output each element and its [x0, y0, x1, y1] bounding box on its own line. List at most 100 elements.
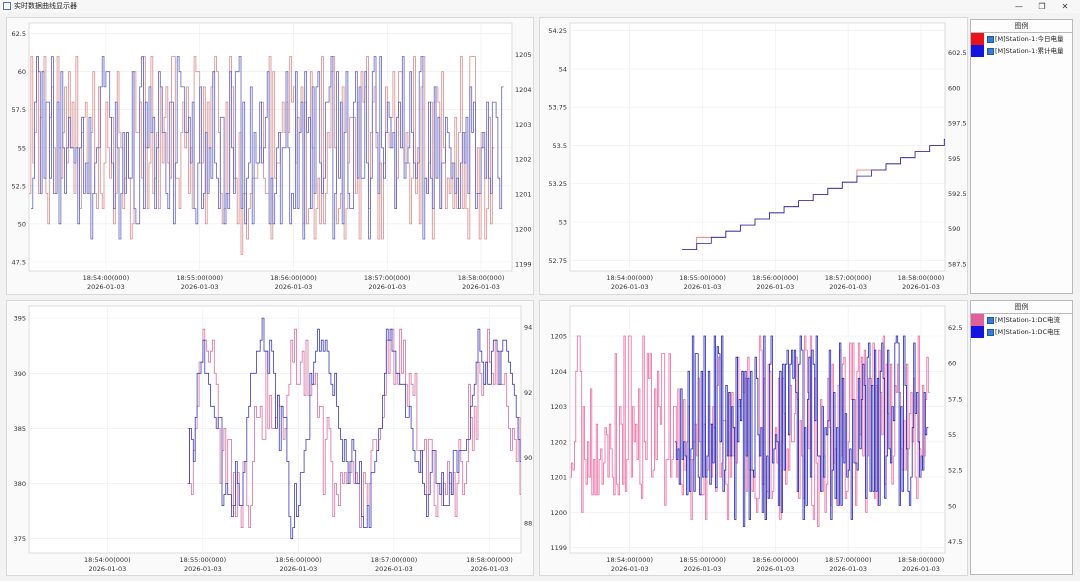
legend-swatch: [971, 33, 984, 45]
restore-button[interactable]: ❐: [1038, 2, 1046, 11]
y-right-tick-label: 592.5: [948, 190, 967, 198]
y-left-tick-label: 57.5: [12, 106, 26, 114]
y-left-tick-label: 385: [14, 425, 26, 433]
checkbox-icon[interactable]: [987, 36, 994, 43]
legend-item-energy-total[interactable]: [M]Station-1:累计电量: [971, 45, 1072, 57]
x-tick-date: 2026-01-03: [88, 565, 126, 573]
y-right-tick-label: 590: [948, 225, 960, 233]
y-left-tick-label: 1199: [550, 544, 567, 552]
y-right-tick-label: 57.5: [948, 395, 962, 403]
x-tick-date: 2026-01-03: [184, 565, 222, 573]
x-tick-date: 2026-01-03: [902, 283, 940, 291]
chart-panel-3[interactable]: 18:54:00(000) 2026-01-03 18:55:00(000) 2026…: [6, 300, 534, 576]
legend-label: [M]Station-1:DC电流: [995, 316, 1061, 324]
legend-panel-1: 图例 [M]Station-1:今日电量 [M]Station-1:累计电量: [970, 19, 1073, 294]
y-left-tick-label: 1201: [550, 474, 567, 482]
x-tick-label: 18:55:00(000): [679, 274, 726, 282]
app-icon: [3, 2, 11, 10]
legend-title: 图例: [971, 301, 1072, 314]
y-left-tick-label: 52.75: [548, 257, 567, 265]
y-left-tick-label: 1204: [550, 368, 567, 376]
x-tick-label: 18:55:00(000): [180, 556, 227, 564]
legend-label: [M]Station-1:今日电量: [995, 35, 1064, 43]
series-line-2: [30, 56, 504, 240]
y-left-tick-label: 395: [14, 315, 26, 323]
plot-area: [28, 305, 522, 554]
close-button[interactable]: ✕: [1061, 2, 1069, 11]
y-right-tick-label: 55: [948, 431, 956, 439]
y-right-tick-label: 597.5: [948, 120, 967, 128]
y-right-tick-label: 1201: [515, 191, 532, 199]
series-line-2: [187, 317, 521, 540]
y-right-tick-label: 62.5: [948, 324, 962, 332]
y-left-tick-label: 54.25: [548, 27, 567, 35]
legend-title: 图例: [971, 20, 1072, 33]
legend-swatch: [971, 326, 984, 338]
x-tick-label: 18:58:00(000): [466, 556, 513, 564]
x-tick-date: 2026-01-03: [611, 283, 649, 291]
y-right-tick-label: 47.5: [948, 538, 962, 546]
y-left-tick-label: 1205: [550, 332, 567, 340]
legend-panel-2: 图例 [M]Station-1:DC电流 [M]Station-1:DC电压: [970, 300, 1073, 575]
y-right-tick-label: 1199: [515, 261, 532, 269]
x-tick-label: 18:58:00(000): [898, 556, 945, 564]
x-tick-label: 18:56:00(000): [752, 556, 799, 564]
x-tick-label: 18:58:00(000): [458, 274, 505, 282]
y-right-tick-label: 50: [948, 502, 956, 510]
x-tick-date: 2026-01-03: [756, 565, 794, 573]
y-right-tick-label: 88: [524, 519, 532, 527]
checkbox-icon[interactable]: [987, 48, 994, 55]
y-right-tick-label: 1205: [515, 51, 532, 59]
x-tick-date: 2026-01-03: [829, 283, 867, 291]
y-left-tick-label: 47.5: [12, 258, 26, 266]
legend-item-energy-today[interactable]: [M]Station-1:今日电量: [971, 33, 1072, 45]
x-tick-date: 2026-01-03: [462, 283, 500, 291]
y-right-tick-label: 1200: [515, 226, 532, 234]
y-left-tick-label: 1202: [550, 438, 567, 446]
y-left-tick-label: 50: [18, 220, 26, 228]
x-tick-label: 18:57:00(000): [371, 556, 418, 564]
x-tick-date: 2026-01-03: [829, 565, 867, 573]
x-tick-label: 18:57:00(000): [825, 274, 872, 282]
x-tick-label: 18:54:00(000): [83, 274, 130, 282]
y-left-tick-label: 55: [18, 144, 26, 152]
x-tick-date: 2026-01-03: [902, 565, 940, 573]
y-right-tick-label: 595: [948, 155, 960, 163]
chart-svg: 18:54:00(000)2026-01-0318:55:00(000)2026…: [548, 22, 967, 291]
y-right-tick-label: 94: [524, 323, 532, 331]
y-left-tick-label: 60: [18, 68, 26, 76]
y-right-tick-label: 587.5: [948, 260, 967, 268]
x-tick-date: 2026-01-03: [375, 565, 413, 573]
y-left-tick-label: 52.5: [12, 182, 26, 190]
checkbox-icon[interactable]: [987, 329, 994, 336]
y-right-tick-label: 600: [948, 84, 960, 92]
minimize-button[interactable]: —: [1015, 2, 1023, 11]
x-tick-label: 18:54:00(000): [84, 556, 131, 564]
chart-panel-2[interactable]: 18:54:00(000) 2026-01-03 18:55:00(000) 2026…: [539, 17, 968, 295]
y-left-tick-label: 53.75: [548, 104, 567, 112]
legend-label: [M]Station-1:DC电压: [995, 328, 1061, 336]
x-tick-label: 18:57:00(000): [825, 556, 872, 564]
x-tick-label: 18:55:00(000): [176, 274, 223, 282]
x-tick-date: 2026-01-03: [275, 283, 313, 291]
y-right-tick-label: 90: [524, 454, 532, 462]
x-tick-date: 2026-01-03: [181, 283, 219, 291]
x-tick-date: 2026-01-03: [611, 565, 649, 573]
y-left-tick-label: 375: [14, 535, 26, 543]
x-tick-label: 18:58:00(000): [898, 274, 945, 282]
y-right-tick-label: 60: [948, 360, 956, 368]
y-left-tick-label: 53: [559, 219, 567, 227]
checkbox-icon[interactable]: [987, 317, 994, 324]
y-right-tick-label: 92: [524, 389, 532, 397]
legend-item-dc-current[interactable]: [M]Station-1:DC电流: [971, 314, 1072, 326]
y-right-tick-label: 52.5: [948, 467, 962, 475]
x-tick-label: 18:56:00(000): [752, 274, 799, 282]
legend-item-dc-voltage[interactable]: [M]Station-1:DC电压: [971, 326, 1072, 338]
plot-area: [28, 22, 513, 272]
x-tick-label: 18:56:00(000): [270, 274, 317, 282]
y-right-tick-label: 602.5: [948, 49, 967, 57]
chart-panel-1[interactable]: 18:54:00(000) 2026-01-03 18:55:00(000) 2026…: [6, 17, 534, 295]
x-tick-label: 18:56:00(000): [275, 556, 322, 564]
chart-panel-4[interactable]: 18:54:00(000) 2026-01-03 18:55:00(000) 2026…: [539, 300, 968, 576]
y-left-tick-label: 53.25: [548, 180, 567, 188]
